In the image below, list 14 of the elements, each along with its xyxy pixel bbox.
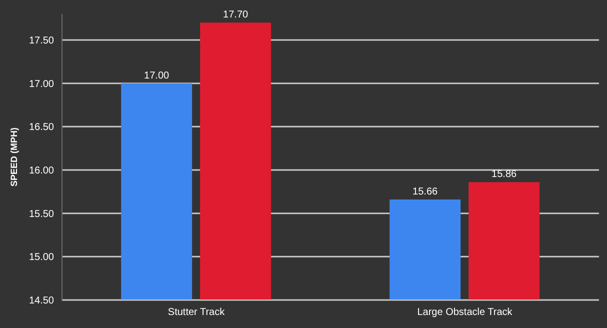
y-tick-label: 17.00	[28, 78, 54, 90]
data-label: 15.66	[412, 186, 438, 198]
x-tick-label: Large Obstacle Track	[417, 307, 514, 318]
y-tick-label: 14.50	[28, 296, 54, 307]
y-tick-label: 16.00	[28, 166, 54, 177]
y-axis-title: SPEED (MPH)	[9, 127, 20, 187]
y-tick-label: 17.50	[28, 36, 54, 47]
data-label: 15.86	[492, 169, 518, 180]
y-tick-label: 15.50	[28, 208, 54, 220]
y-tick-label: 15.00	[28, 252, 54, 264]
y-tick-label: 16.50	[28, 122, 54, 134]
data-label: 17.70	[223, 10, 249, 21]
data-label: 17.00	[144, 70, 170, 82]
x-tick-label: Stutter Track	[168, 307, 226, 318]
